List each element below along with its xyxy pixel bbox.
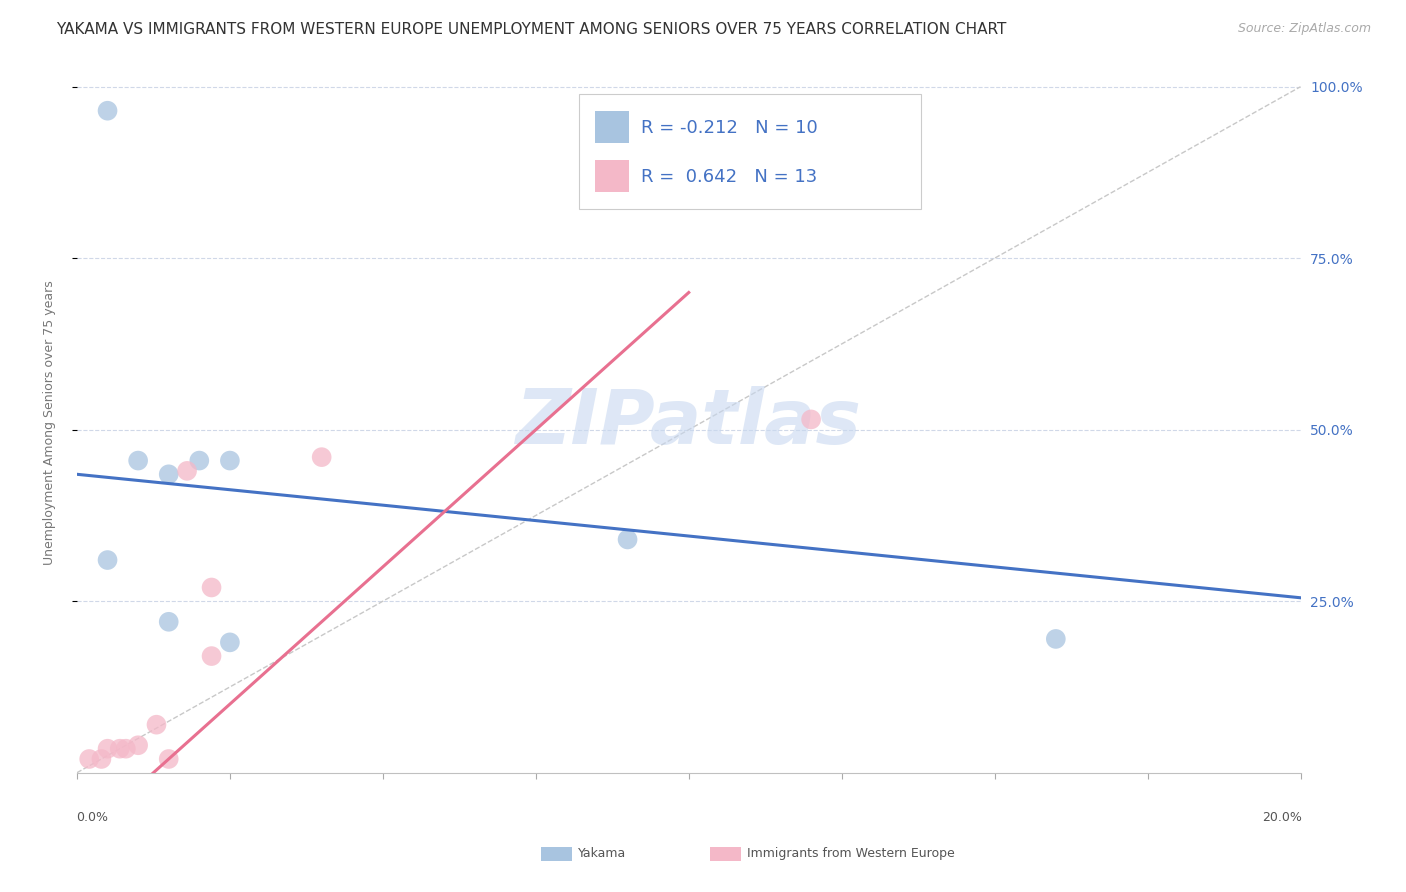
Point xyxy=(77,752,100,766)
Point xyxy=(1045,632,1067,646)
Point xyxy=(200,581,222,595)
Point xyxy=(157,752,180,766)
Text: 0.0%: 0.0% xyxy=(76,811,108,824)
Y-axis label: Unemployment Among Seniors over 75 years: Unemployment Among Seniors over 75 years xyxy=(44,280,56,566)
Point xyxy=(90,752,112,766)
Text: ZIPatlas: ZIPatlas xyxy=(516,386,862,460)
Point xyxy=(108,741,131,756)
Point xyxy=(616,533,638,547)
Point xyxy=(311,450,333,464)
Point xyxy=(127,453,149,467)
Point xyxy=(157,615,180,629)
Text: Yakama: Yakama xyxy=(578,847,626,860)
Point xyxy=(115,741,138,756)
FancyBboxPatch shape xyxy=(595,112,628,143)
Point xyxy=(800,412,823,426)
Point xyxy=(200,649,222,664)
Point xyxy=(157,467,180,482)
FancyBboxPatch shape xyxy=(579,94,921,210)
Point xyxy=(145,717,167,731)
Point xyxy=(96,103,118,118)
Text: R = -0.212   N = 10: R = -0.212 N = 10 xyxy=(641,119,818,136)
Point xyxy=(96,553,118,567)
Point xyxy=(219,453,242,467)
Point xyxy=(127,738,149,752)
FancyBboxPatch shape xyxy=(595,161,628,192)
Text: Source: ZipAtlas.com: Source: ZipAtlas.com xyxy=(1237,22,1371,36)
Point xyxy=(96,741,118,756)
Text: Immigrants from Western Europe: Immigrants from Western Europe xyxy=(747,847,955,860)
Text: 20.0%: 20.0% xyxy=(1261,811,1302,824)
Point xyxy=(188,453,211,467)
Text: YAKAMA VS IMMIGRANTS FROM WESTERN EUROPE UNEMPLOYMENT AMONG SENIORS OVER 75 YEAR: YAKAMA VS IMMIGRANTS FROM WESTERN EUROPE… xyxy=(56,22,1007,37)
Point xyxy=(219,635,242,649)
Point xyxy=(176,464,198,478)
Text: R =  0.642   N = 13: R = 0.642 N = 13 xyxy=(641,168,817,186)
